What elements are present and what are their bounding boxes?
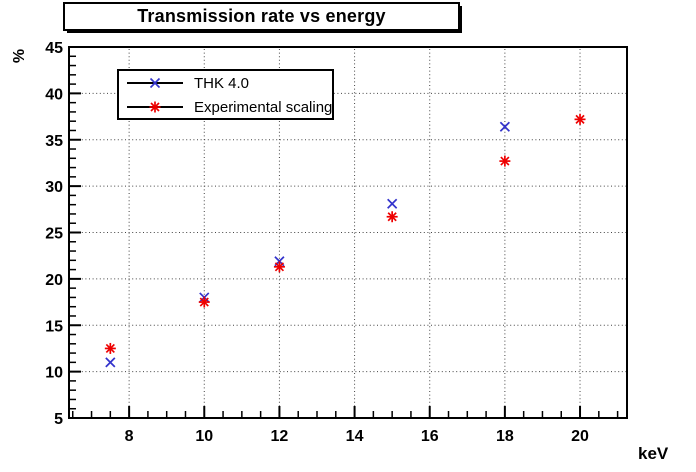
chart-title-box: Transmission rate vs energy [63,2,460,31]
y-tick-label: 30 [45,179,63,196]
y-tick-label: 35 [45,133,63,150]
data-point-marker [387,212,397,222]
x-tick-label: 14 [346,428,364,445]
data-point-marker [500,156,510,166]
y-tick-label: 10 [45,365,63,382]
x-tick-label: 18 [496,428,514,445]
x-tick-label: 8 [125,428,134,445]
y-tick-label: 45 [45,40,63,57]
data-point-marker [199,297,209,307]
x-axis-title: keV [638,444,669,463]
data-point-marker [274,262,285,272]
legend-box [117,69,334,120]
data-point-marker [149,77,161,89]
y-tick-label: 40 [45,86,63,103]
x-tick-label: 12 [271,428,289,445]
chart-title: Transmission rate vs energy [137,6,386,26]
data-point-marker [105,357,116,368]
y-axis-title: % [11,48,28,64]
y-tick-label: 20 [45,272,63,289]
x-tick-label: 16 [421,428,439,445]
y-tick-label: 25 [45,226,63,243]
data-point-marker [105,343,115,354]
x-tick-label: 10 [195,428,213,445]
x-tick-label: 20 [571,428,589,445]
data-point-marker [499,121,510,132]
legend-item-label: THK 4.0 [194,75,249,92]
data-point-marker [387,198,398,209]
y-tick-label: 15 [45,318,63,335]
y-tick-label: 5 [54,411,63,428]
plot-frame [68,46,628,419]
data-point-marker [150,102,160,112]
legend-item-label: Experimental scaling [194,99,332,116]
data-point-marker [575,114,585,124]
